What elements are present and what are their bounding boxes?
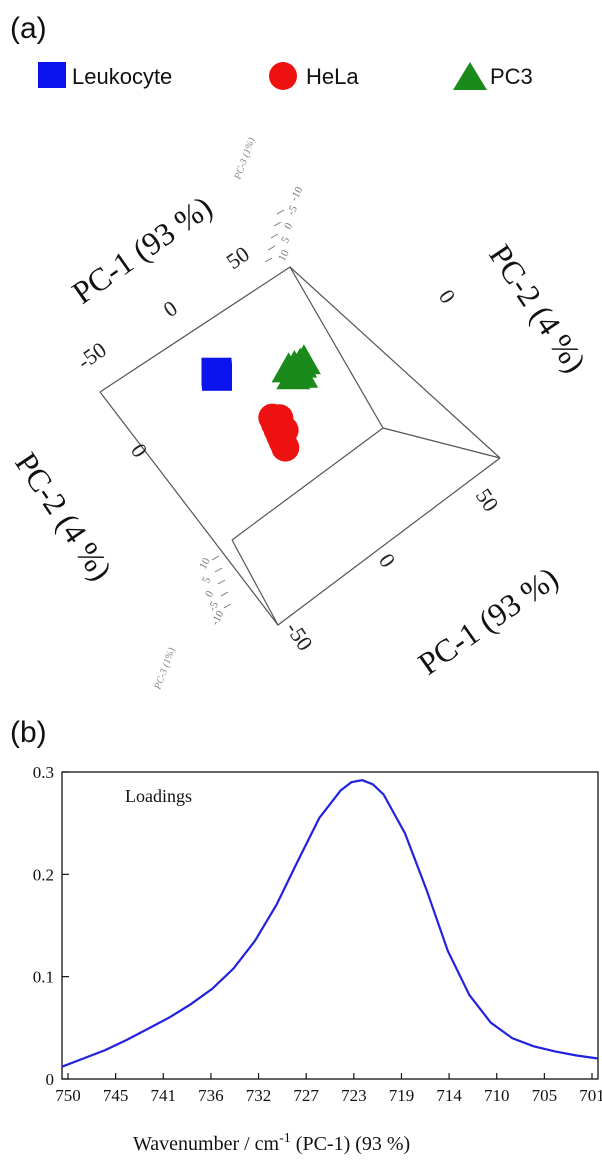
x-tick-label: 714 bbox=[436, 1086, 462, 1105]
legend-hela-label: HeLa bbox=[306, 64, 359, 89]
x-tick-label: 705 bbox=[532, 1086, 558, 1105]
pc2-axis-title-right: PC-2 (4 %) bbox=[482, 238, 593, 379]
pc3-tick-top-1: 10 bbox=[276, 248, 292, 264]
x-tick-label: 710 bbox=[484, 1086, 510, 1105]
box-inner-vertical bbox=[289, 266, 384, 429]
y-axis-ticks: 0 0.1 0.2 0.3 bbox=[33, 763, 69, 1089]
legend: Leukocyte HeLa PC3 bbox=[38, 62, 533, 90]
pca-clusters bbox=[201, 344, 321, 462]
y-tick-label: 0.2 bbox=[33, 865, 54, 884]
x-tick-label: 727 bbox=[293, 1086, 319, 1105]
pc2-axis-title-left: PC-2 (4 %) bbox=[8, 446, 119, 587]
y-tick-label: 0 bbox=[46, 1070, 55, 1089]
bottom-pc1-tick-minus50: -50 bbox=[281, 617, 318, 655]
panel-a-label: (a) bbox=[10, 12, 47, 45]
x-tick-label: 719 bbox=[389, 1086, 415, 1105]
bottom-pc1-tick-0: 0 bbox=[374, 549, 401, 572]
top-pc2-tick-0: 0 bbox=[434, 285, 461, 308]
pc3-ticks-bottom bbox=[211, 555, 232, 609]
loadings-annotation: Loadings bbox=[125, 786, 192, 806]
left-pc2-tick-0: 0 bbox=[126, 439, 153, 462]
x-tick-label: 745 bbox=[103, 1086, 129, 1105]
pc1-axis-title-bottom: PC-1 (93 %) bbox=[411, 559, 564, 681]
pc3-tick-top-2: 5 bbox=[279, 234, 292, 245]
x-tick-label: 732 bbox=[246, 1086, 272, 1105]
legend-leukocyte-marker bbox=[38, 62, 66, 88]
pc3-tick-bottom-2: 5 bbox=[200, 574, 213, 585]
pca-3d-box bbox=[99, 266, 501, 626]
x-tick-label: 736 bbox=[198, 1086, 224, 1105]
panel-b-label: (b) bbox=[10, 716, 47, 749]
plot-frame bbox=[61, 771, 599, 1080]
pc3-axis-label-top: PC-3 (1%) bbox=[232, 136, 258, 182]
pc3-ticks-top bbox=[264, 209, 285, 263]
pc3-tick-top-4: -5 bbox=[285, 203, 300, 217]
box-inner-bottom bbox=[231, 427, 384, 541]
x-tick-label: 750 bbox=[55, 1086, 81, 1105]
pca-3d-plot: 10 5 0 -5 -10 PC-3 (1%) 10 5 0 -5 -10 PC… bbox=[8, 136, 593, 692]
x-tick-label: 723 bbox=[341, 1086, 367, 1105]
x-tick-label: 741 bbox=[151, 1086, 177, 1105]
pc3-tick-top-3: 0 bbox=[282, 220, 295, 231]
loadings-line bbox=[61, 779, 599, 1068]
box-inner-right bbox=[382, 427, 501, 459]
pc3-tick-bottom-1: 10 bbox=[197, 556, 213, 572]
legend-hela-marker bbox=[269, 62, 297, 90]
pc3-tick-top-5: -10 bbox=[288, 184, 306, 203]
legend-leukocyte-label: Leukocyte bbox=[72, 64, 172, 89]
loadings-chart: 0 0.1 0.2 0.3 750 745 741 736 732 727 723 719 714 71… bbox=[33, 763, 602, 1155]
box-front-edges bbox=[99, 391, 501, 626]
pc1-axis-title-top: PC-1 (93 %) bbox=[65, 188, 218, 310]
x-tick-label: 701 bbox=[579, 1086, 602, 1105]
box-front-bottom bbox=[231, 539, 279, 626]
leukocyte-point-2 bbox=[201, 357, 232, 386]
pc3-tick-bottom-3: 0 bbox=[203, 588, 216, 599]
x-axis-label: Wavenumber / cm-1 (PC-1) (93 %) bbox=[133, 1131, 410, 1155]
y-tick-label: 0.3 bbox=[33, 763, 54, 782]
x-axis-ticks: 750 745 741 736 732 727 723 719 714 710 705 701 bbox=[55, 1073, 602, 1105]
top-pc1-tick-minus50: -50 bbox=[73, 337, 111, 374]
hela-point-7 bbox=[270, 416, 299, 445]
legend-pc3-label: PC3 bbox=[490, 64, 533, 89]
pc3-point-5 bbox=[286, 344, 321, 375]
y-tick-label: 0.1 bbox=[33, 968, 54, 987]
top-pc1-tick-50: 50 bbox=[222, 241, 254, 274]
top-pc1-tick-0: 0 bbox=[159, 295, 182, 322]
pc3-axis-label-bottom: PC-3 (1%) bbox=[152, 646, 178, 692]
legend-pc3-marker bbox=[453, 62, 487, 90]
bottom-pc1-tick-50: 50 bbox=[471, 484, 504, 516]
